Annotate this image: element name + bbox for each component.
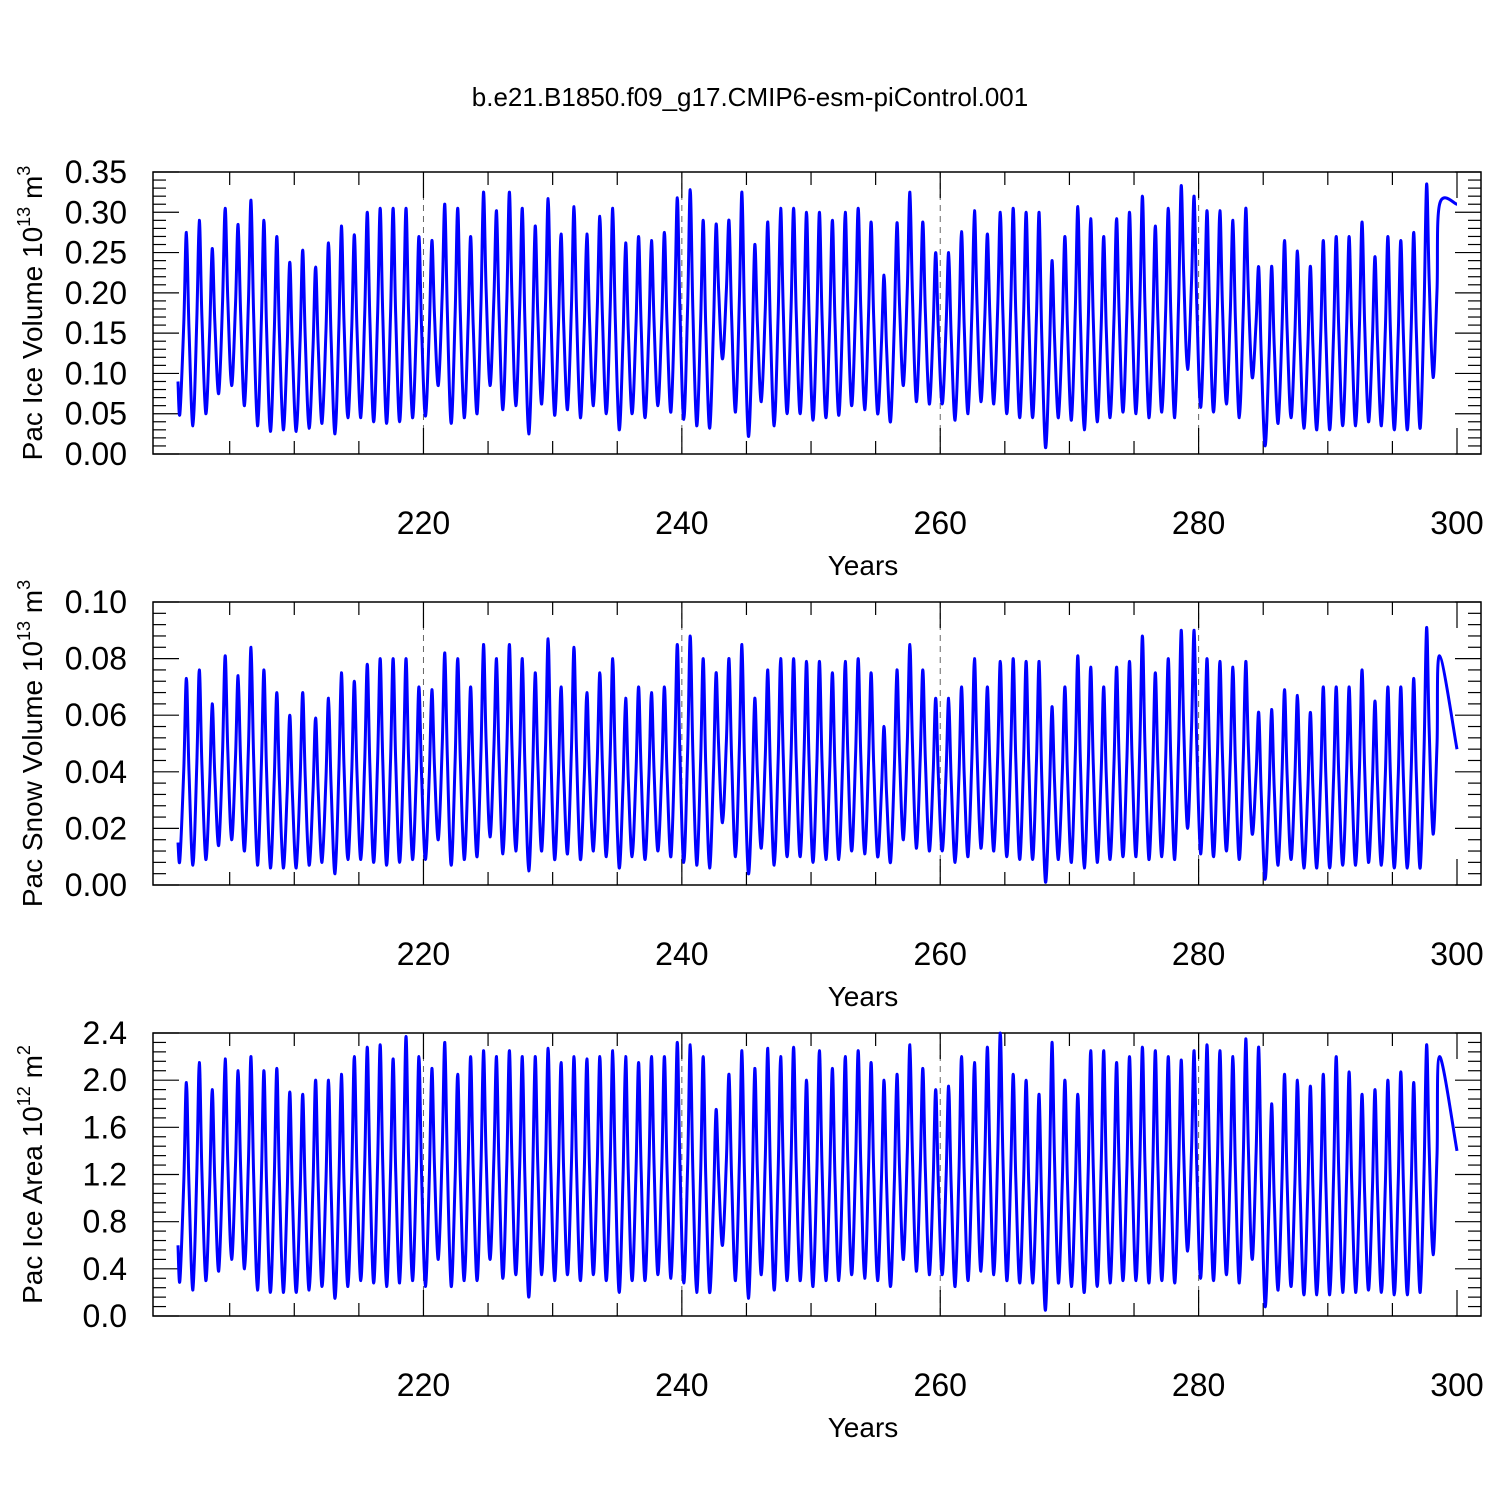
y-axis-label: Pac Ice Area 1012 m2 [14,1045,48,1304]
x-tick-label: 280 [1172,505,1225,541]
plot-frame [152,601,1482,886]
x-tick-label: 300 [1430,936,1483,972]
y-tick-label: 0.04 [65,754,127,790]
panel-2: 0.00 0.02 0.04 0.06 0.08 0.10 220 240 260 280 300 Y… [14,580,1484,1012]
x-tick-label: 240 [655,936,708,972]
y-tick-label: 0.05 [65,396,127,432]
x-tick-label: 240 [655,505,708,541]
x-tick-label: 280 [1172,1367,1225,1403]
series-line-pac-ice-volume [176,182,1458,450]
x-tick-label: 260 [914,1367,967,1403]
panel-1: 0.00 0.05 0.10 0.15 0.20 0.25 0.30 0.35 220 240 26… [14,154,1484,581]
y-tick-label: 1.6 [83,1109,127,1145]
y-tick-label: 0.20 [65,275,127,311]
y-tick-label: 0.0 [83,1298,127,1334]
x-tick-label: 260 [914,936,967,972]
y-axis-label: Pac Snow Volume 1013 m3 [14,580,48,907]
x-tick-label: 240 [655,1367,708,1403]
x-axis-label: Years [828,550,899,581]
y-tick-label: 0.8 [83,1204,127,1240]
y-tick-label: 0.10 [65,355,127,391]
y-tick-label: 2.0 [83,1062,127,1098]
x-axis-label: Years [828,1412,899,1443]
y-tick-label: 0.10 [65,584,127,620]
x-tick-label: 280 [1172,936,1225,972]
panel-3: 0.0 0.4 0.8 1.2 1.6 2.0 2.4 220 240 260 280 300 Year… [14,1015,1484,1443]
y-tick-label: 0.00 [65,436,127,472]
x-tick-label: 220 [397,1367,450,1403]
plot-frame [152,171,1482,455]
y-tick-label: 2.4 [83,1015,127,1051]
x-axis-label: Years [828,981,899,1012]
y-tick-label: 0.25 [65,235,127,271]
x-tick-label: 260 [914,505,967,541]
y-tick-label: 0.35 [65,154,127,190]
chart-panels: 0.00 0.05 0.10 0.15 0.20 0.25 0.30 0.35 220 240 26… [14,154,1484,1443]
x-tick-label: 220 [397,936,450,972]
x-tick-label: 300 [1430,505,1483,541]
y-tick-label: 0.15 [65,315,127,351]
y-tick-label: 0.08 [65,641,127,677]
y-tick-label: 0.02 [65,810,127,846]
y-tick-label: 1.2 [83,1157,127,1193]
y-tick-label: 0.30 [65,194,127,230]
y-tick-label: 0.00 [65,867,127,903]
series-line-pac-snow-volume [176,625,1459,884]
x-tick-label: 220 [397,505,450,541]
series-line-pac-ice-area [176,1031,1459,1312]
chart-title: b.e21.B1850.f09_g17.CMIP6-esm-piControl.… [472,82,1028,112]
y-tick-label: 0.4 [83,1251,127,1287]
y-tick-label: 0.06 [65,697,127,733]
y-axis-label: Pac Ice Volume 1013 m3 [14,166,48,461]
x-tick-label: 300 [1430,1367,1483,1403]
